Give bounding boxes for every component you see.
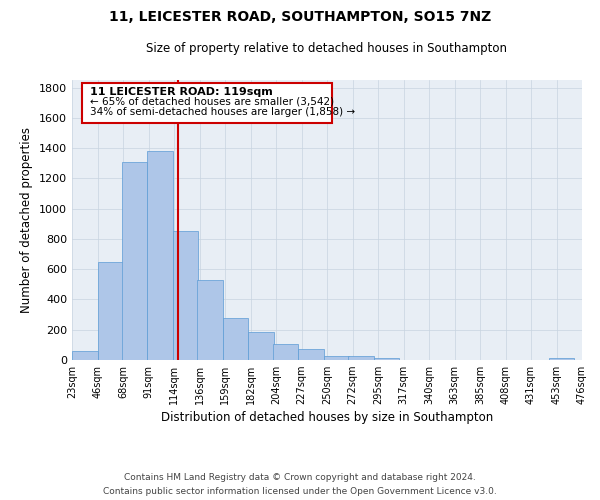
Bar bbox=[549, 358, 574, 360]
Y-axis label: Number of detached properties: Number of detached properties bbox=[20, 127, 34, 313]
Text: 11 LEICESTER ROAD: 119sqm: 11 LEICESTER ROAD: 119sqm bbox=[90, 87, 272, 97]
Text: Contains public sector information licensed under the Open Government Licence v3: Contains public sector information licen… bbox=[103, 486, 497, 496]
Bar bbox=[348, 356, 374, 360]
Text: 34% of semi-detached houses are larger (1,858) →: 34% of semi-detached houses are larger (… bbox=[90, 106, 355, 117]
Bar bbox=[72, 351, 97, 360]
Text: ← 65% of detached houses are smaller (3,542): ← 65% of detached houses are smaller (3,… bbox=[90, 97, 334, 107]
Bar bbox=[248, 332, 274, 360]
Bar bbox=[272, 344, 298, 360]
Bar bbox=[374, 358, 399, 360]
Bar bbox=[223, 318, 248, 360]
Bar bbox=[148, 151, 173, 360]
Bar bbox=[197, 280, 223, 360]
FancyBboxPatch shape bbox=[82, 83, 332, 124]
Text: Contains HM Land Registry data © Crown copyright and database right 2024.: Contains HM Land Registry data © Crown c… bbox=[124, 473, 476, 482]
Bar bbox=[173, 232, 199, 360]
Text: 11, LEICESTER ROAD, SOUTHAMPTON, SO15 7NZ: 11, LEICESTER ROAD, SOUTHAMPTON, SO15 7N… bbox=[109, 10, 491, 24]
Title: Size of property relative to detached houses in Southampton: Size of property relative to detached ho… bbox=[146, 42, 508, 55]
Bar bbox=[323, 356, 349, 360]
Bar bbox=[122, 162, 148, 360]
Bar bbox=[298, 350, 323, 360]
X-axis label: Distribution of detached houses by size in Southampton: Distribution of detached houses by size … bbox=[161, 412, 493, 424]
Bar bbox=[97, 262, 123, 360]
